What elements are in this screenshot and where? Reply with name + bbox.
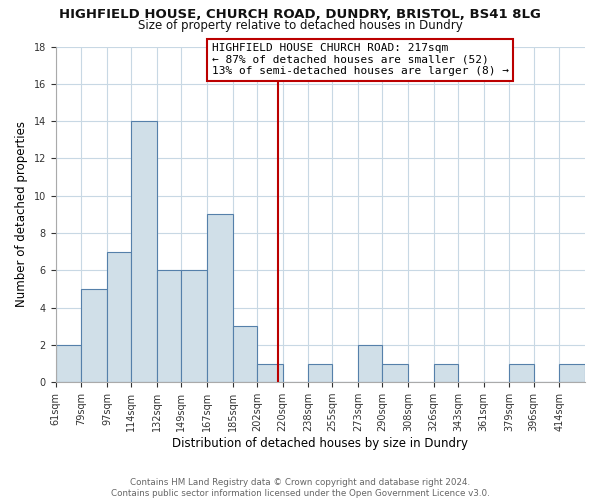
Bar [308,364,332,382]
Bar [434,364,458,382]
Bar [257,364,283,382]
Text: HIGHFIELD HOUSE CHURCH ROAD: 217sqm
← 87% of detached houses are smaller (52)
13: HIGHFIELD HOUSE CHURCH ROAD: 217sqm ← 87… [212,43,509,76]
Bar [131,121,157,382]
Bar [382,364,408,382]
X-axis label: Distribution of detached houses by size in Dundry: Distribution of detached houses by size … [172,437,469,450]
Bar [56,345,82,382]
Text: Size of property relative to detached houses in Dundry: Size of property relative to detached ho… [137,19,463,32]
Bar [181,270,207,382]
Bar [559,364,585,382]
Bar [207,214,233,382]
Y-axis label: Number of detached properties: Number of detached properties [15,122,28,308]
Bar [107,252,131,382]
Text: Contains HM Land Registry data © Crown copyright and database right 2024.
Contai: Contains HM Land Registry data © Crown c… [110,478,490,498]
Bar [82,289,107,382]
Bar [233,326,257,382]
Bar [157,270,181,382]
Bar [509,364,533,382]
Text: HIGHFIELD HOUSE, CHURCH ROAD, DUNDRY, BRISTOL, BS41 8LG: HIGHFIELD HOUSE, CHURCH ROAD, DUNDRY, BR… [59,8,541,20]
Bar [358,345,382,382]
